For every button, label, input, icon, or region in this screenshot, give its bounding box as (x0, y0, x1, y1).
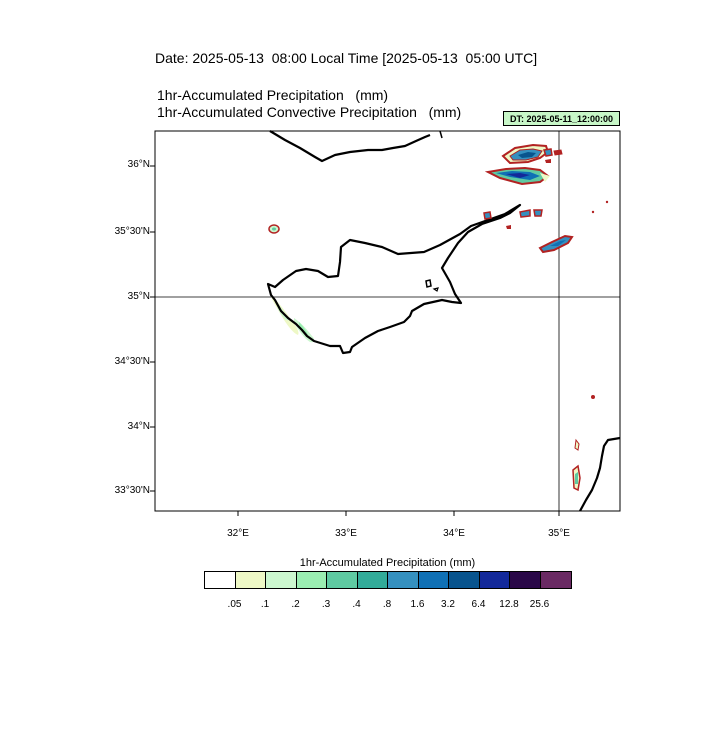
colorbar-label: 25.6 (529, 599, 550, 610)
colorbar-title: 1hr-Accumulated Precipitation (mm) (299, 557, 476, 569)
cyprus-coastline (266, 203, 522, 355)
colorbar-cell (510, 572, 541, 588)
colorbar-label: 12.8 (499, 599, 519, 610)
lat-label-33-30n: 33°30'N (114, 485, 150, 496)
colorbar-cell (479, 572, 510, 588)
field-title-convective: 1hr-Accumulated Convective Precipitation… (157, 104, 462, 120)
colorbar-label: .3 (321, 599, 331, 610)
colorbar-label: 6.4 (471, 599, 486, 610)
lat-label-35-30n: 35°30'N (114, 226, 150, 237)
colorbar-label: 1.6 (410, 599, 425, 610)
colorbar-cell (449, 572, 480, 588)
map-frame (154, 130, 621, 512)
lat-label-36n: 36°N (127, 159, 150, 170)
colorbar-cell (296, 572, 327, 588)
small-island (425, 279, 432, 288)
colorbar-label: .4 (352, 599, 361, 610)
lon-label-35e: 35°E (548, 528, 570, 539)
lon-label-32e: 32°E (227, 528, 249, 539)
turkey-coastline (269, 130, 431, 163)
colorbar-cell (418, 572, 449, 588)
colorbar-label: 3.2 (441, 599, 455, 610)
colorbar-cell (540, 572, 571, 588)
colorbar-cell (327, 572, 358, 588)
colorbar-cell (388, 572, 419, 588)
date-title: Date: 2025-05-13 08:00 Local Time [2025-… (155, 50, 538, 66)
lon-label-34e: 34°E (443, 528, 465, 539)
convective-cells (268, 143, 609, 492)
colorbar-label: .2 (291, 599, 300, 610)
dt-badge: DT: 2025-05-11_12:00:00 (503, 111, 620, 126)
colorbar-label: .8 (382, 599, 392, 610)
colorbar (204, 571, 572, 589)
lon-label-33e: 33°E (335, 528, 357, 539)
lat-label-35n: 35°N (127, 291, 150, 302)
lat-label-34-30n: 34°30'N (114, 356, 150, 367)
colorbar-cell (357, 572, 388, 588)
lat-label-34n: 34°N (127, 421, 150, 432)
field-title-precip: 1hr-Accumulated Precipitation (mm) (157, 87, 389, 103)
colorbar-cell (235, 572, 266, 588)
colorbar-cell (266, 572, 297, 588)
levant-coastline (579, 436, 621, 512)
axis-ticks (150, 165, 560, 516)
colorbar-cell (205, 572, 236, 588)
colorbar-label: .1 (260, 599, 270, 610)
colorbar-label: .05 (227, 599, 242, 610)
